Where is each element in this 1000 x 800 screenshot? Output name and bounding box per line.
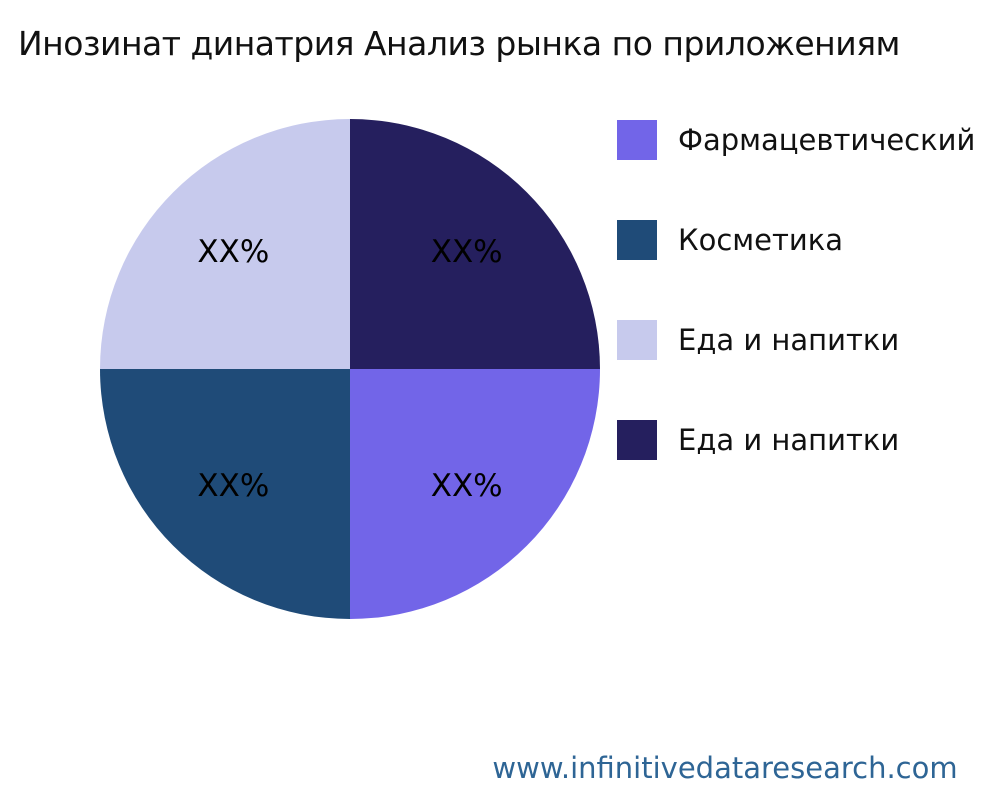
legend-item: Фармацевтический bbox=[617, 120, 975, 160]
slice-label: XX% bbox=[197, 467, 270, 504]
legend-swatch bbox=[617, 120, 657, 160]
legend-item: Косметика bbox=[617, 220, 975, 260]
legend-label: Еда и напитки bbox=[678, 423, 900, 457]
legend-swatch bbox=[617, 420, 657, 460]
legend-swatch bbox=[617, 220, 657, 260]
chart-title: Инозинат динатрия Анализ рынка по прилож… bbox=[18, 24, 900, 63]
slice-label: XX% bbox=[430, 234, 503, 271]
watermark-url: www.infinitivedataresearch.com bbox=[492, 751, 958, 785]
pie-chart: XX% XX% XX% XX% bbox=[100, 119, 600, 619]
legend-label: Косметика bbox=[678, 223, 844, 257]
legend-label: Фармацевтический bbox=[678, 123, 976, 157]
legend-item: Еда и напитки bbox=[617, 420, 975, 460]
legend-label: Еда и напитки bbox=[678, 323, 900, 357]
legend: Фармацевтический Косметика Еда и напитки… bbox=[617, 120, 975, 520]
slice-label: XX% bbox=[430, 467, 503, 504]
legend-item: Еда и напитки bbox=[617, 320, 975, 360]
legend-swatch bbox=[617, 320, 657, 360]
slice-label: XX% bbox=[197, 234, 270, 271]
